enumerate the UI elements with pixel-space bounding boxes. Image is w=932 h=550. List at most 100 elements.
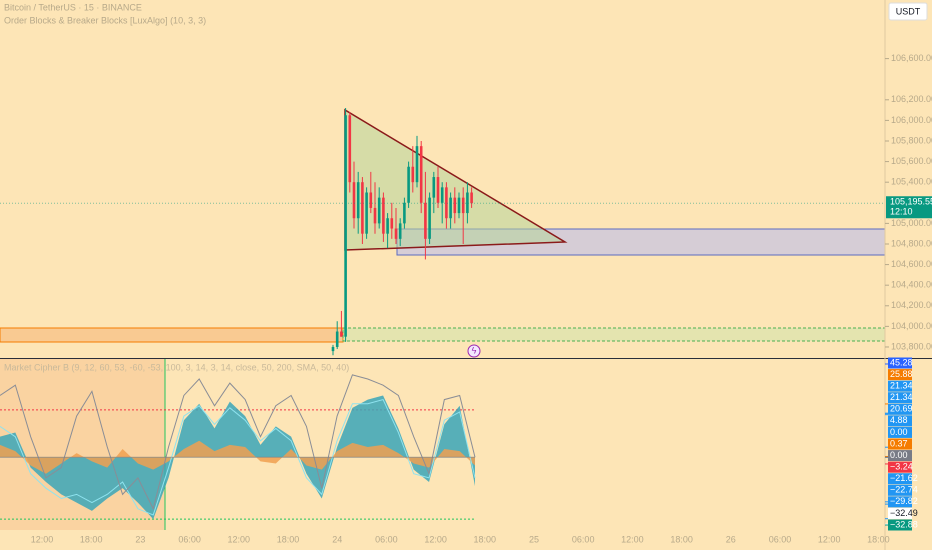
y-tick-label: 106,200.00	[891, 94, 932, 104]
scale-label-box	[888, 473, 912, 485]
scale-label: −21.62	[890, 473, 918, 483]
scale-label: −32.49	[890, 508, 918, 518]
y-tick-label: 104,600.00	[891, 259, 932, 269]
candle-body	[394, 228, 398, 239]
y-tick-label: 106,000.00	[891, 115, 932, 125]
scale-label-box	[888, 403, 912, 415]
currency: USDT	[896, 6, 921, 16]
candle-body	[382, 197, 385, 234]
x-tick-label: 18:00	[670, 534, 693, 544]
scale-label: −32.88	[890, 519, 918, 529]
y-tick-label: 105,000.00	[891, 218, 932, 228]
scale-label-box	[888, 484, 912, 496]
oscillator-line	[0, 374, 476, 511]
candle-body	[331, 346, 335, 352]
candle-body	[365, 192, 368, 234]
y-tick-label: 104,400.00	[891, 280, 932, 290]
scale-label-box	[888, 519, 912, 531]
candle-body	[335, 331, 339, 347]
candle-body	[428, 197, 431, 239]
scale-label-box	[888, 496, 912, 508]
candle-body	[415, 146, 419, 183]
y-tick-label: 105,400.00	[891, 177, 932, 187]
countdown: 12:10	[890, 207, 913, 217]
scale-label-box	[888, 426, 912, 438]
candle-body	[432, 177, 436, 198]
candle-body	[424, 202, 427, 239]
scale-label: 0.00	[890, 450, 908, 460]
scale-label: 45.28	[890, 357, 913, 367]
currency-button[interactable]	[888, 2, 928, 21]
candle-body	[377, 197, 381, 224]
scale-label-box	[888, 450, 912, 462]
candle-body	[386, 218, 389, 234]
scale-label: −29.82	[890, 496, 918, 506]
candle-body	[436, 177, 440, 203]
x-tick-label: 12:00	[818, 534, 841, 544]
scale-label-box	[888, 461, 912, 473]
candle-body	[411, 166, 415, 183]
scale-label-box	[888, 415, 912, 427]
last-price-box	[886, 196, 932, 219]
x-tick-label: 26	[726, 534, 736, 544]
candle-body	[457, 197, 461, 214]
candle-body	[390, 218, 394, 229]
candle-body	[440, 187, 444, 203]
candle-body	[373, 207, 377, 224]
candle-body	[352, 182, 356, 219]
scale-label-box	[888, 357, 912, 369]
scale-label: 21.34	[890, 392, 913, 402]
scale-label-box	[888, 507, 912, 519]
symbol-title: Bitcoin / TetherUS · 15 · BINANCE	[4, 2, 142, 12]
x-tick-label: 06:00	[572, 534, 595, 544]
y-tick-label: 103,800.00	[891, 341, 932, 351]
x-tick-label: 06:00	[375, 534, 398, 544]
x-tick-label: 25	[529, 534, 539, 544]
scale-label: 4.88	[890, 415, 908, 425]
scale-label: 20.69	[890, 404, 913, 414]
x-tick-label: 18:00	[474, 534, 497, 544]
oscillator-title: Market Cipher B (9, 12, 60, 53, -60, -53…	[4, 362, 349, 372]
breaker-block	[342, 327, 886, 342]
x-tick-label: 18:00	[867, 534, 890, 544]
x-tick-label: 06:00	[769, 534, 792, 544]
candle-body	[398, 223, 402, 239]
event-icon[interactable]	[467, 344, 481, 358]
y-tick-label: 104,000.00	[891, 321, 932, 331]
y-tick-label: 106,600.00	[891, 53, 932, 63]
last-price-label: 105,195.55	[890, 197, 932, 207]
scale-label: 0.37	[890, 438, 908, 448]
candle-body	[340, 331, 343, 337]
candle-body	[369, 192, 373, 208]
scale-label: 0.00	[890, 427, 908, 437]
candle-body	[356, 182, 360, 219]
x-tick-label: 24	[332, 534, 342, 544]
x-tick-label: 18:00	[277, 534, 300, 544]
scale-label-box	[888, 392, 912, 404]
candle-body	[445, 187, 448, 219]
indicator-title: Order Blocks & Breaker Blocks [LuxAlgo] …	[4, 15, 206, 25]
oscillator-line	[0, 398, 476, 516]
x-tick-label: 12:00	[31, 534, 54, 544]
candle-body	[344, 115, 347, 337]
candle-body	[449, 197, 452, 219]
scale-label: 21.34	[890, 381, 913, 391]
x-tick-label: 12:00	[424, 534, 447, 544]
x-tick-label: 18:00	[80, 534, 103, 544]
candle-body	[348, 115, 352, 183]
y-tick-label: 105,800.00	[891, 135, 932, 145]
x-tick-label: 12:00	[621, 534, 644, 544]
candle-body	[461, 197, 465, 214]
scale-label-box	[888, 380, 912, 392]
candle-body	[470, 192, 473, 204]
event-icon-glyph: ϟ	[472, 345, 477, 355]
candle-body	[419, 146, 423, 203]
y-tick-label: 105,600.00	[891, 156, 932, 166]
candle-body	[407, 166, 410, 203]
scale-label-box	[888, 369, 912, 381]
x-tick-label: 12:00	[228, 534, 251, 544]
candle-body	[403, 202, 406, 224]
candle-body	[453, 197, 457, 214]
